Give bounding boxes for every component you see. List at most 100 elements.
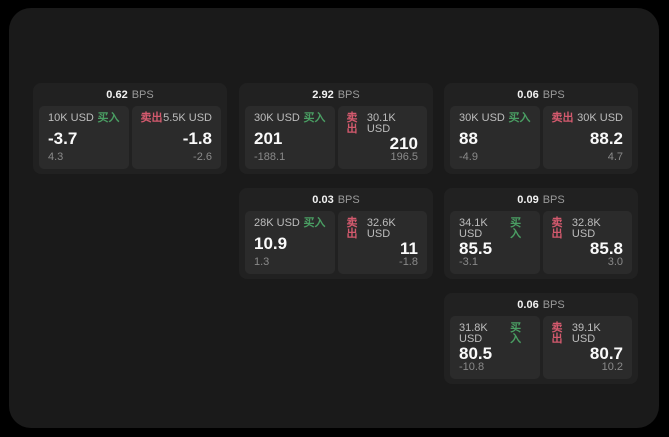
buy-side-label: 买入 — [508, 112, 531, 124]
buy-tile[interactable]: 34.1K USD 买入 85.5 -3.1 — [450, 211, 540, 274]
buy-delta: -3.1 — [459, 256, 478, 268]
bps-value: 0.03 — [312, 194, 334, 206]
buy-tile-header: 30K USD 买入 — [459, 113, 531, 124]
sell-tile[interactable]: 卖出 32.6K USD 11 -1.8 — [337, 211, 427, 274]
buy-delta: -188.1 — [254, 151, 286, 163]
sell-amount: 32.6K USD — [366, 217, 396, 240]
quote-card: 0.03 BPS 28K USD 买入 10.9 1.3 卖出 32.6K US… — [239, 188, 433, 279]
buy-amount: 34.1K USD — [459, 217, 488, 240]
buy-sell-panels: 28K USD 买入 10.9 1.3 卖出 32.6K USD 11 -1.8 — [239, 211, 433, 274]
sell-price: 80.7 — [589, 344, 623, 363]
buy-amount: 28K USD — [254, 217, 300, 229]
buy-tile[interactable]: 30K USD 买入 201 -188.1 — [245, 106, 335, 169]
buy-tile[interactable]: 30K USD 买入 88 -4.9 — [450, 106, 540, 169]
quote-card: 0.09 BPS 34.1K USD 买入 85.5 -3.1 卖出 32.8K… — [444, 188, 638, 279]
buy-amount: 30K USD — [254, 112, 300, 124]
buy-sell-panels: 34.1K USD 买入 85.5 -3.1 卖出 32.8K USD 85.8… — [444, 211, 638, 274]
sell-amount: 30K USD — [577, 112, 623, 124]
bps-value: 0.09 — [517, 194, 539, 206]
sell-side-label: 卖出 — [346, 217, 358, 240]
sell-price: 88.2 — [589, 128, 623, 148]
sell-price: 210 — [389, 134, 418, 153]
sell-amount: 32.8K USD — [571, 217, 601, 240]
sell-delta: 10.2 — [601, 361, 623, 373]
bps-unit-label: BPS — [131, 89, 154, 101]
buy-delta: 4.3 — [48, 151, 64, 163]
sell-price: 11 — [400, 239, 418, 258]
buy-tile[interactable]: 28K USD 买入 10.9 1.3 — [245, 211, 335, 274]
sell-tile[interactable]: 卖出 32.8K USD 85.8 3.0 — [542, 211, 632, 274]
buy-amount: 31.8K USD — [459, 322, 488, 345]
buy-side-label: 买入 — [303, 112, 326, 124]
buy-side-label: 买入 — [510, 217, 522, 240]
card-header: 0.03 BPS — [239, 188, 433, 211]
buy-side-label: 买入 — [97, 112, 120, 124]
card-header: 0.09 BPS — [444, 188, 638, 211]
bps-unit-label: BPS — [337, 194, 360, 206]
bps-value: 0.62 — [106, 89, 128, 101]
buy-tile[interactable]: 10K USD 买入 -3.7 4.3 — [39, 106, 129, 169]
buy-delta: 1.3 — [254, 256, 270, 268]
bps-unit-label: BPS — [542, 194, 565, 206]
sell-tile-header: 卖出 32.6K USD — [347, 218, 419, 240]
bps-value: 0.06 — [517, 299, 539, 311]
buy-tile-header: 10K USD 买入 — [48, 113, 120, 124]
card-header: 0.06 BPS — [444, 83, 638, 106]
sell-side-label: 卖出 — [551, 112, 574, 124]
bps-value: 2.92 — [312, 89, 334, 101]
sell-delta: 3.0 — [607, 256, 623, 268]
sell-amount: 30.1K USD — [366, 112, 396, 135]
buy-delta: -4.9 — [459, 151, 478, 163]
buy-sell-panels: 30K USD 买入 201 -188.1 卖出 30.1K USD 210 1… — [239, 106, 433, 169]
buy-sell-panels: 30K USD 买入 88 -4.9 卖出 30K USD 88.2 4.7 — [444, 106, 638, 169]
sell-delta: 196.5 — [390, 151, 418, 163]
quote-card: 2.92 BPS 30K USD 买入 201 -188.1 卖出 30.1K … — [239, 83, 433, 174]
buy-side-label: 买入 — [510, 322, 522, 345]
buy-sell-panels: 10K USD 买入 -3.7 4.3 卖出 5.5K USD -1.8 -2.… — [33, 106, 227, 169]
sell-price: 85.8 — [589, 239, 623, 258]
quote-card: 0.06 BPS 30K USD 买入 88 -4.9 卖出 30K USD 8… — [444, 83, 638, 174]
sell-price: -1.8 — [182, 128, 212, 148]
sell-side-label: 卖出 — [551, 322, 563, 345]
buy-price: 201 — [254, 128, 283, 148]
buy-price: 85.5 — [459, 239, 493, 258]
bps-unit-label: BPS — [542, 89, 565, 101]
buy-tile-header: 34.1K USD 买入 — [459, 218, 531, 240]
sell-delta: -2.6 — [193, 151, 212, 163]
buy-tile-header: 31.8K USD 买入 — [459, 323, 531, 345]
sell-tile-header: 卖出 39.1K USD — [552, 323, 624, 345]
quote-card: 0.06 BPS 31.8K USD 买入 80.5 -10.8 卖出 39.1… — [444, 293, 638, 384]
sell-tile[interactable]: 卖出 30.1K USD 210 196.5 — [337, 106, 427, 169]
bps-unit-label: BPS — [542, 299, 565, 311]
sell-side-label: 卖出 — [551, 217, 563, 240]
sell-tile[interactable]: 卖出 30K USD 88.2 4.7 — [542, 106, 632, 169]
sell-tile[interactable]: 卖出 5.5K USD -1.8 -2.6 — [131, 106, 221, 169]
buy-tile-header: 30K USD 买入 — [254, 113, 326, 124]
card-header: 0.06 BPS — [444, 293, 638, 316]
card-header: 0.62 BPS — [33, 83, 227, 106]
sell-side-label: 卖出 — [140, 112, 163, 124]
sell-delta: 4.7 — [607, 151, 623, 163]
bps-unit-label: BPS — [337, 89, 360, 101]
buy-delta: -10.8 — [459, 361, 485, 373]
sell-amount: 5.5K USD — [163, 112, 212, 124]
quote-card: 0.62 BPS 10K USD 买入 -3.7 4.3 卖出 5.5K USD… — [33, 83, 227, 174]
sell-tile-header: 卖出 5.5K USD — [141, 113, 213, 124]
buy-price: 80.5 — [459, 344, 493, 363]
buy-side-label: 买入 — [303, 217, 326, 229]
buy-price: 88 — [459, 128, 478, 148]
sell-delta: -1.8 — [399, 256, 418, 268]
sell-tile[interactable]: 卖出 39.1K USD 80.7 10.2 — [542, 316, 632, 379]
buy-sell-panels: 31.8K USD 买入 80.5 -10.8 卖出 39.1K USD 80.… — [444, 316, 638, 379]
buy-amount: 10K USD — [48, 112, 94, 124]
sell-tile-header: 卖出 30K USD — [552, 113, 624, 124]
sell-tile-header: 卖出 32.8K USD — [552, 218, 624, 240]
sell-amount: 39.1K USD — [571, 322, 601, 345]
buy-tile[interactable]: 31.8K USD 买入 80.5 -10.8 — [450, 316, 540, 379]
buy-price: -3.7 — [48, 128, 78, 148]
card-header: 2.92 BPS — [239, 83, 433, 106]
buy-amount: 30K USD — [459, 112, 505, 124]
sell-tile-header: 卖出 30.1K USD — [347, 113, 419, 135]
buy-tile-header: 28K USD 买入 — [254, 218, 326, 229]
buy-price: 10.9 — [254, 233, 288, 253]
